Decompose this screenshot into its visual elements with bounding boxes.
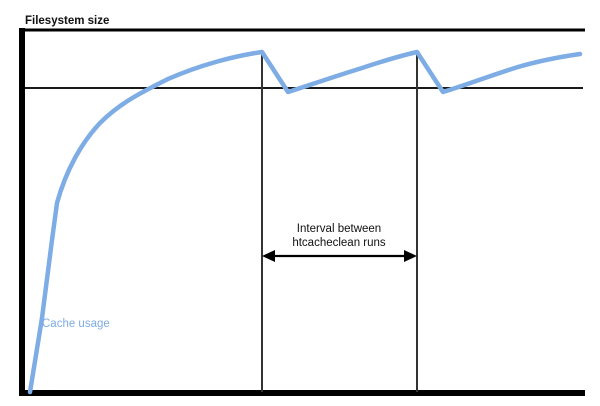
cache-usage-curve <box>27 49 583 395</box>
interval-label-line-1: Interval between <box>297 223 381 235</box>
interval-arrow-head-right <box>404 250 417 262</box>
interval-arrow-head-left <box>262 250 275 262</box>
filesystem-size-label: Filesystem size <box>25 15 109 27</box>
cache-usage-label: Cache usage <box>42 318 110 330</box>
interval-label-line-2: htcacheclean runs <box>292 237 386 249</box>
